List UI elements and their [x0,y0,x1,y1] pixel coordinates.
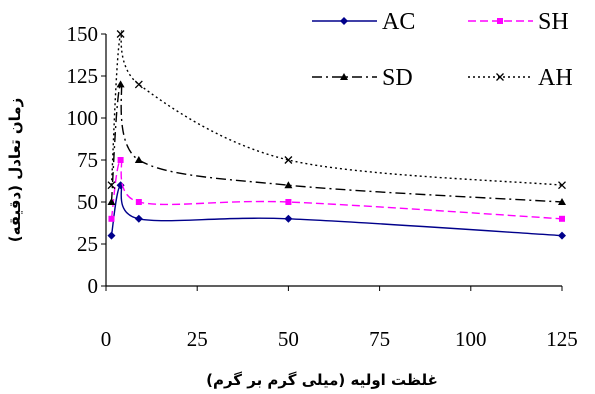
data-point-ac [558,231,566,240]
data-point-sd [284,181,293,189]
legend-label: AH [538,65,573,91]
legend-label: AC [382,9,415,35]
series-ah [107,30,566,190]
data-point-ah [284,156,293,164]
data-point-sh [135,199,142,205]
x-axis-ticks: 0 25 50 75 100 125 [101,286,578,351]
data-point-sh [117,157,124,163]
data-point-ah [134,80,143,89]
x-axis-label: غلظت اولیه (میلی گرم بر گرم) [206,371,438,389]
data-point-ah [558,181,566,190]
data-point-sd [116,80,125,88]
data-point-sd [134,156,143,163]
y-tick-label: 25 [77,232,98,256]
x-tick-label: 25 [187,327,208,351]
legend-swatch-marker [340,17,348,25]
x-tick-label: 125 [546,327,578,351]
y-tick-label: 100 [67,106,99,130]
series-line-ac [110,184,563,237]
y-tick-label: 50 [77,190,98,214]
series-ac [107,181,566,240]
y-tick-label: 75 [77,148,98,172]
data-point-sh [559,215,565,222]
series-layer [107,30,566,240]
legend-item-ac: AC [312,9,415,35]
x-tick-label: 75 [369,327,390,351]
legend-swatch-marker [496,73,504,81]
x-tick-label: 50 [278,327,299,351]
axes [105,34,562,287]
y-axis-ticks: 0 25 50 75 100 125 150 [67,22,106,298]
y-tick-label: 0 [88,274,99,298]
data-point-ac [134,214,143,223]
y-tick-label: 150 [67,22,99,46]
data-point-ac [107,231,116,240]
series-line-sh [110,159,563,220]
data-point-sd [107,198,116,205]
y-axis-label: زمان تعادل (دقیقه) [6,98,24,243]
x-tick-label: 100 [455,327,487,351]
legend-label: SD [382,65,413,91]
x-tick-label: 0 [101,327,112,351]
data-point-ah [116,30,125,38]
legend: AC SH SD AH [312,9,573,91]
data-point-ac [284,214,293,223]
series-line-ah [110,30,563,186]
series-sd [107,80,566,205]
series-line-sd [110,83,563,203]
legend-swatch-marker [340,73,348,80]
data-point-sh [108,215,115,222]
legend-swatch-marker [497,18,503,24]
legend-item-sd: SD [312,65,413,91]
legend-label: SH [538,9,569,35]
y-tick-label: 125 [67,64,99,88]
legend-item-sh: SH [468,9,569,35]
series-sh [108,157,565,222]
legend-item-ah: AH [468,65,573,91]
data-point-sd [558,198,566,205]
data-point-ah [107,181,116,190]
data-point-sh [285,199,292,205]
